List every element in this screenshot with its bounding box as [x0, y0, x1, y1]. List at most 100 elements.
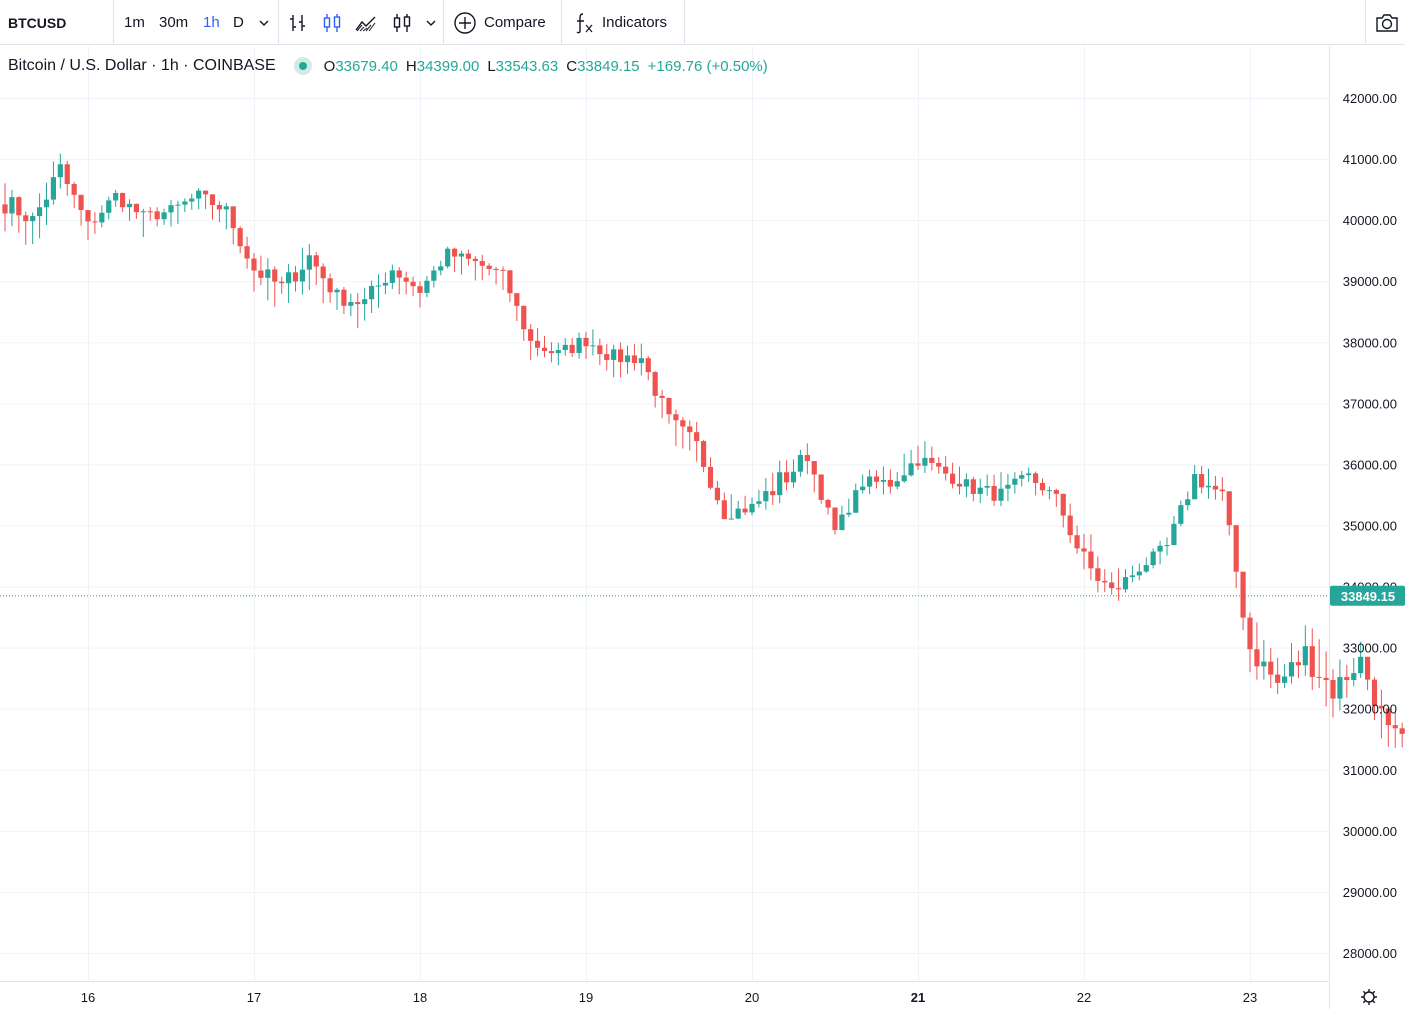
- candle-down: [991, 474, 997, 506]
- candle-up: [438, 260, 444, 276]
- candle-down: [1074, 525, 1080, 554]
- candle-body: [555, 350, 561, 354]
- candle-down: [1032, 471, 1039, 496]
- price-chart[interactable]: 42000.00 41000.00 40000.00 39000.00 38000.00…: [0, 46, 1405, 1009]
- candle-body: [1316, 676, 1322, 678]
- compare-label: Compare: [484, 14, 546, 31]
- price-axis: 42000.00 41000.00 40000.00 39000.00 38000.00…: [1343, 91, 1397, 961]
- candle-up: [908, 449, 914, 477]
- candle-down: [714, 481, 721, 505]
- candle-body: [30, 216, 36, 222]
- candle-body: [133, 203, 140, 213]
- candle-up: [777, 460, 783, 504]
- open-value: 33679.40: [335, 57, 398, 75]
- interval-chevron-down-icon[interactable]: [258, 0, 270, 45]
- candle-body: [611, 349, 617, 360]
- area-chart-icon[interactable]: [354, 0, 378, 45]
- candle-body: [1150, 551, 1156, 566]
- candle-up: [334, 287, 340, 310]
- candle-up: [1171, 515, 1177, 546]
- compare-button[interactable]: Compare: [453, 0, 546, 45]
- candle-up: [894, 472, 900, 490]
- candle-body: [438, 266, 444, 271]
- heikin-ashi-icon[interactable]: [391, 0, 413, 45]
- candle-body: [528, 329, 534, 341]
- candle-body: [783, 472, 790, 483]
- candle-body: [175, 204, 181, 206]
- candle-body: [1005, 484, 1011, 489]
- candle-up: [126, 199, 133, 221]
- candle-body: [1371, 679, 1378, 706]
- candle-body: [1032, 473, 1039, 483]
- candle-body: [991, 485, 997, 501]
- candle-up: [57, 153, 63, 189]
- candle-down: [804, 443, 810, 475]
- candle-body: [576, 337, 582, 354]
- indicators-button[interactable]: Indicators: [572, 0, 667, 45]
- candle-body: [417, 286, 423, 293]
- settings-gear-icon[interactable]: [1361, 989, 1377, 1005]
- candle-up: [839, 505, 845, 531]
- candle-body: [1281, 676, 1288, 683]
- candle-up: [1005, 473, 1011, 502]
- candle-down: [528, 324, 534, 360]
- bar-chart-icon[interactable]: [287, 0, 309, 45]
- price-tick-label: 37000.00: [1343, 396, 1397, 411]
- candle-body: [2, 204, 8, 214]
- camera-icon[interactable]: [1374, 0, 1400, 45]
- candle-body: [721, 500, 727, 520]
- candle-up: [1337, 659, 1343, 711]
- candle-up: [1012, 472, 1018, 494]
- candle-up: [901, 453, 907, 483]
- interval-1h-button[interactable]: 1h: [203, 14, 220, 31]
- candle-up: [1019, 470, 1025, 487]
- candle-body: [687, 426, 693, 433]
- candle-body: [507, 270, 513, 294]
- toolbar-divider: [443, 0, 444, 45]
- candle-body: [1392, 725, 1398, 729]
- candle-up: [555, 342, 561, 366]
- candle-body: [1046, 490, 1053, 492]
- chart-type-chevron-down-icon[interactable]: [425, 0, 437, 45]
- candle-body: [1378, 705, 1385, 709]
- candle-body: [970, 479, 976, 494]
- last-price-label: 33849.15: [1341, 589, 1395, 604]
- candle-body: [541, 347, 548, 352]
- toolbar-divider: [1365, 0, 1366, 45]
- candle-down: [244, 236, 250, 269]
- candle-down: [742, 495, 748, 516]
- candle-body: [825, 499, 831, 508]
- price-tick-label: 39000.00: [1343, 274, 1397, 289]
- market-status-dot[interactable]: [293, 57, 312, 75]
- symbol-search-button[interactable]: BTCUSD: [8, 14, 67, 31]
- candle-down: [1323, 651, 1329, 707]
- candle-up: [424, 276, 430, 298]
- candle-up: [106, 196, 112, 220]
- price-tick-label: 42000.00: [1343, 91, 1397, 106]
- candle-down: [272, 266, 278, 307]
- candle-body: [50, 177, 57, 200]
- candles-icon[interactable]: [321, 0, 343, 45]
- candle-body: [839, 514, 845, 531]
- candle-down: [631, 344, 638, 371]
- interval-d-button[interactable]: D: [233, 14, 244, 31]
- candle-body: [368, 286, 375, 300]
- last-price-badge: [1330, 585, 1405, 606]
- candle-body: [1095, 568, 1101, 581]
- candle-down: [1198, 465, 1205, 494]
- candle-body: [1385, 708, 1391, 726]
- candle-body: [362, 299, 368, 305]
- candle-up: [763, 478, 769, 510]
- price-tick-label: 31000.00: [1343, 763, 1397, 778]
- candle-body: [1247, 617, 1253, 650]
- interval-30m-button[interactable]: 30m: [159, 14, 189, 31]
- candle-up: [853, 483, 859, 513]
- candles-series: [2, 153, 1405, 748]
- candle-up: [1185, 491, 1191, 511]
- candle-body: [285, 272, 292, 284]
- candle-body: [617, 349, 624, 363]
- price-tick-label: 38000.00: [1343, 335, 1397, 350]
- interval-1m-button[interactable]: 1m: [124, 14, 145, 31]
- candle-down: [237, 226, 243, 254]
- candle-up: [1288, 643, 1295, 684]
